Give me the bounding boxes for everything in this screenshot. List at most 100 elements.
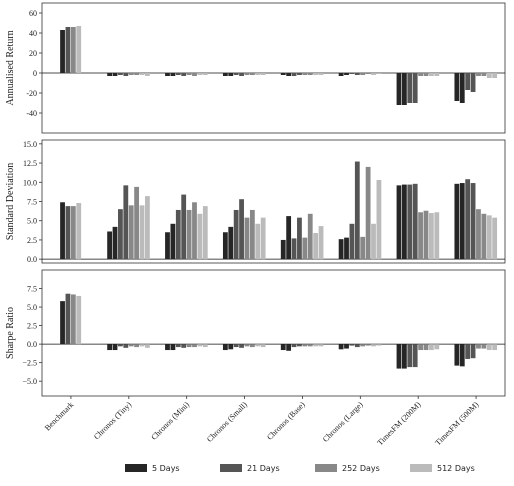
bar [476, 344, 481, 349]
bar [128, 73, 134, 75]
bar [76, 203, 82, 260]
bar [139, 73, 145, 75]
bar [481, 73, 487, 76]
bar [70, 294, 76, 345]
bar [255, 344, 261, 347]
bar [165, 232, 170, 260]
bar [239, 199, 244, 260]
bar [481, 344, 487, 349]
bar [302, 73, 308, 75]
bar [145, 73, 150, 76]
y-tick-label: 60 [29, 9, 37, 18]
bar [297, 217, 302, 260]
bar [481, 213, 487, 260]
bar [407, 184, 413, 260]
bar [181, 73, 187, 76]
bar [396, 185, 402, 260]
y-axis-title: Standard Deviation [5, 163, 16, 240]
bar [192, 202, 197, 260]
bar [307, 213, 313, 260]
bar [107, 231, 113, 260]
bar [202, 73, 208, 75]
y-tick-label: 15.0 [23, 140, 37, 149]
bar [492, 73, 498, 78]
x-tick-label: Chronos (Tiny) [92, 400, 133, 441]
bar [318, 73, 324, 75]
bar [465, 73, 471, 90]
bar [338, 239, 344, 260]
bar [307, 344, 313, 347]
y-tick-label: 7.5 [27, 285, 37, 294]
bar [280, 344, 286, 351]
bar [459, 183, 465, 260]
bar [118, 73, 123, 75]
bar [459, 344, 465, 367]
bar [418, 344, 423, 351]
bar [470, 73, 476, 92]
bar [192, 73, 197, 76]
bar [371, 73, 376, 75]
bar [371, 344, 376, 347]
y-tick-label: −2.5 [22, 359, 37, 368]
bar [239, 344, 244, 348]
x-tick-label: Benchmark [43, 400, 75, 432]
bar [222, 232, 228, 260]
bar [286, 216, 292, 260]
bar [360, 73, 366, 75]
bar [222, 344, 228, 351]
y-tick-label: 40 [29, 29, 37, 38]
bar [233, 209, 239, 260]
bar [376, 344, 382, 346]
legend-swatch [315, 464, 337, 472]
bar [139, 205, 145, 260]
bar [260, 73, 266, 75]
bar [412, 344, 418, 368]
bar [118, 344, 123, 347]
bar [401, 184, 407, 260]
bar [349, 73, 355, 74]
x-tick-label: TimesFM (200M) [375, 400, 422, 447]
legend-swatch [220, 464, 242, 472]
plot-frame [41, 2, 506, 134]
bar [302, 237, 308, 260]
bar [307, 73, 313, 75]
bar [165, 73, 170, 76]
bar [76, 26, 82, 73]
bar [349, 223, 355, 260]
bar [434, 212, 440, 260]
bar [344, 344, 349, 349]
bar [244, 217, 250, 260]
y-tick-label: -20 [26, 89, 37, 98]
bar [233, 73, 239, 75]
y-tick-label: 2.5 [27, 236, 37, 245]
bar [175, 209, 181, 260]
bar [407, 73, 413, 103]
bar [313, 344, 319, 347]
bar [492, 344, 498, 351]
y-tick-label: −5.0 [22, 377, 37, 386]
x-tick-label: Chronos (Mini) [149, 400, 191, 442]
bar [255, 223, 261, 260]
bar [128, 205, 134, 260]
bar [486, 215, 492, 260]
bar [313, 233, 319, 260]
y-tick-label: 7.5 [27, 198, 37, 207]
bar [344, 237, 349, 260]
legend-label: 5 Days [152, 464, 180, 473]
y-axis-title: Sharpe Ratio [5, 307, 16, 359]
bar [134, 73, 140, 75]
bar [186, 73, 192, 75]
bar [428, 73, 434, 76]
bar [360, 236, 366, 260]
legend-label: 21 Days [247, 464, 280, 473]
bar [486, 344, 492, 351]
bar [165, 344, 170, 351]
bar [202, 344, 208, 348]
bar [175, 344, 181, 348]
bar [249, 344, 255, 348]
bar [418, 212, 423, 260]
y-tick-label: 20 [29, 49, 37, 58]
bar [396, 344, 402, 369]
